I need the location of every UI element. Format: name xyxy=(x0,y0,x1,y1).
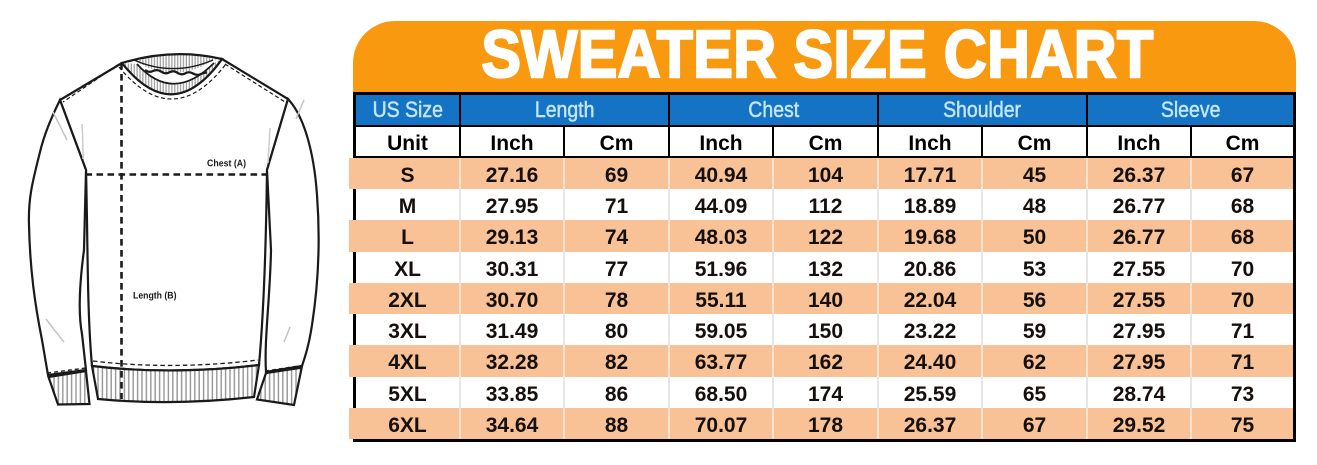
svg-text:Chest (A): Chest (A) xyxy=(207,158,246,169)
svg-text:Length (B): Length (B) xyxy=(133,291,177,302)
